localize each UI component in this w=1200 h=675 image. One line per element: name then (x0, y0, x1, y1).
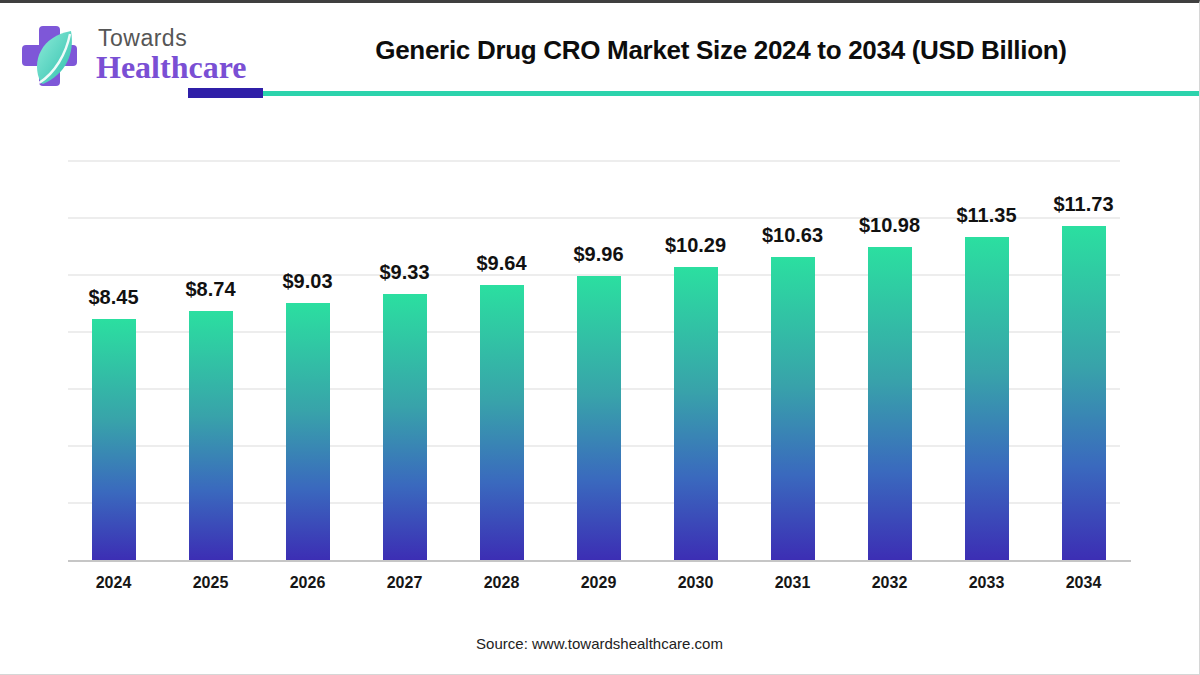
brand-name-bottom: Healthcare (96, 49, 246, 86)
accent-rule-purple (188, 88, 263, 98)
source-attribution: Source: www.towardshealthcare.com (0, 635, 1199, 652)
bar (189, 311, 233, 560)
chart-title: Generic Drug CRO Market Size 2024 to 203… (255, 35, 1187, 66)
bar (383, 294, 427, 560)
bar (286, 303, 330, 560)
bar (1062, 226, 1106, 560)
bar-chart: $8.452024$8.742025$9.032026$9.332027$9.6… (68, 161, 1131, 560)
x-axis-line (68, 560, 1131, 562)
gridline (68, 160, 1120, 162)
bar (577, 276, 621, 560)
accent-rule-teal (263, 91, 1199, 96)
healthcare-cross-leaf-icon (22, 23, 80, 89)
towards-healthcare-logo: Towards Healthcare (22, 19, 252, 95)
bar (674, 267, 718, 560)
bar-value-label: $11.73 (1014, 193, 1154, 216)
chart-page: Towards Healthcare Generic Drug CRO Mark… (0, 0, 1200, 675)
x-axis-label: 2034 (1014, 574, 1154, 592)
bar (965, 237, 1009, 560)
brand-name-top: Towards (98, 25, 187, 52)
bar (771, 257, 815, 560)
bar (480, 285, 524, 560)
bar (92, 319, 136, 560)
bar (868, 247, 912, 560)
